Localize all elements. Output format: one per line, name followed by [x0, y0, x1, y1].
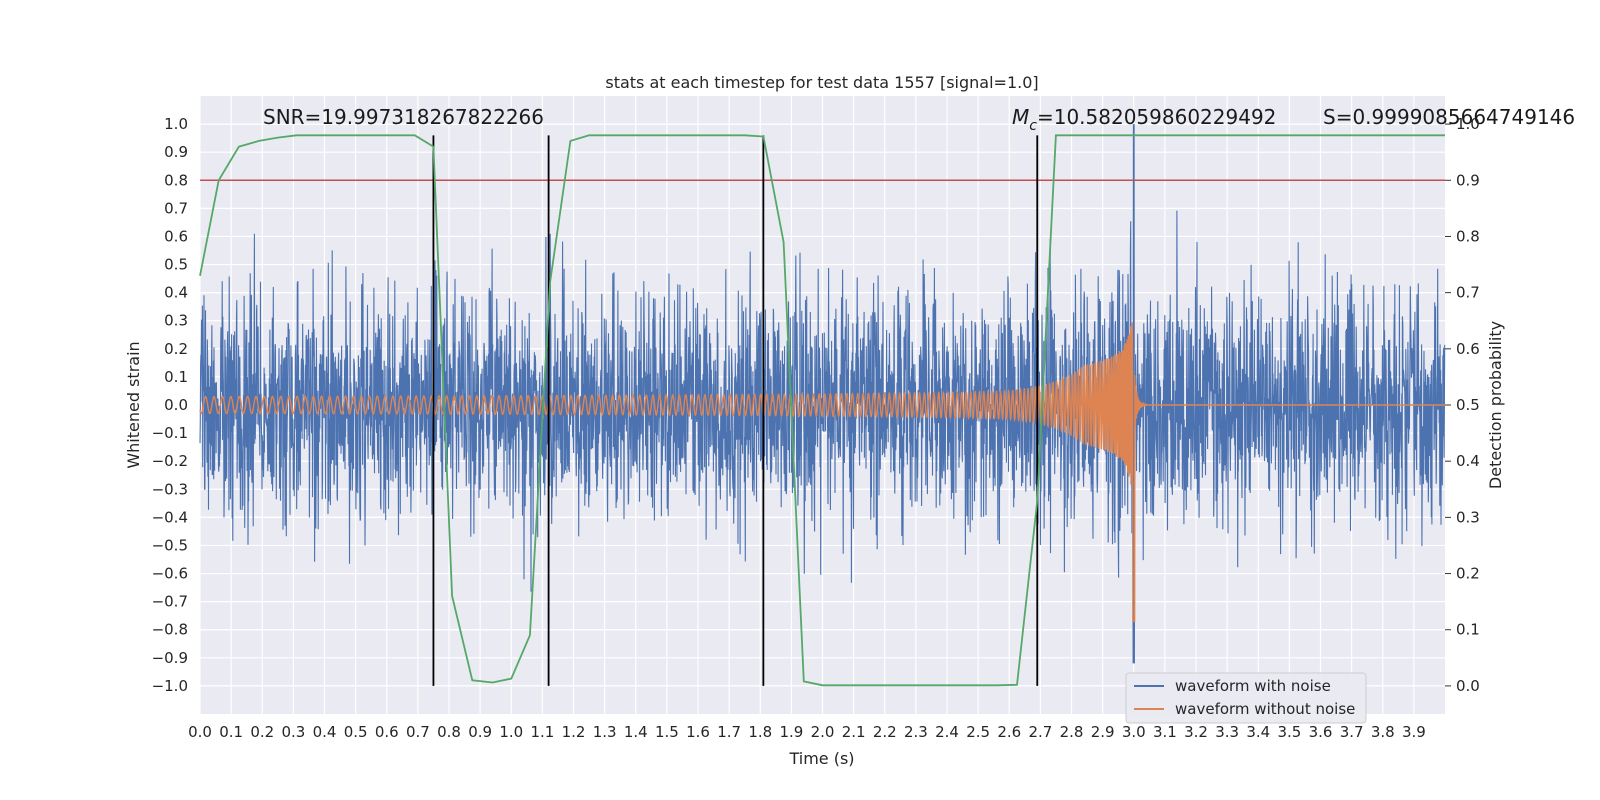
y-tick-label: −0.2: [152, 452, 188, 470]
ticks: 0.0 0.1 0.2 0.3 0.4 0.5 0.6 0.7 0.8 0.9 1.0 1.1 1.2 1…: [152, 115, 1480, 741]
x-tick-label: 2.0: [811, 723, 835, 741]
x-tick-label: 2.3: [904, 723, 928, 741]
x-tick-label: 0.5: [344, 723, 368, 741]
y-tick-label: −0.5: [152, 536, 188, 554]
x-tick-label: 1.0: [499, 723, 523, 741]
chart-title: stats at each timestep for test data 155…: [605, 73, 1038, 92]
x-tick-label: 2.9: [1091, 723, 1115, 741]
y2-tick-label: 0.2: [1456, 565, 1480, 583]
detection-probability-line: [199, 134, 1445, 687]
y2-tick-label: 0.3: [1456, 508, 1480, 526]
y-tick-label: −0.9: [152, 649, 188, 667]
series-waveform-with-noise: [199, 124, 1446, 664]
chirp-mass-annotation: Mc=10.582059860229492: [1012, 105, 1276, 134]
x-tick-label: 1.2: [562, 723, 586, 741]
x-tick-label: 0.0: [188, 723, 212, 741]
y2-tick-label: 0.8: [1456, 227, 1480, 245]
y-tick-label: 1.0: [164, 115, 188, 133]
mc-subscript: c: [1029, 118, 1037, 134]
y2-tick-label: 0.6: [1456, 340, 1480, 358]
y2-tick-label: 0.4: [1456, 452, 1480, 470]
snr-annotation: SNR=19.997318267822266: [263, 105, 544, 129]
y2-tick-label: 0.5: [1456, 396, 1480, 414]
x-tick-label: 0.7: [406, 723, 430, 741]
y-tick-label: −0.6: [152, 565, 188, 583]
x-tick-label: 1.4: [624, 723, 648, 741]
x-tick-label: 1.7: [717, 723, 741, 741]
x-tick-label: 0.2: [250, 723, 274, 741]
y-tick-label: 0.9: [164, 143, 188, 161]
y-tick-label: 0.4: [164, 284, 188, 302]
x-tick-label: 2.4: [935, 723, 959, 741]
y-tick-label: 0.2: [164, 340, 188, 358]
x-tick-label: 1.6: [686, 723, 710, 741]
y2-tick-label: 0.1: [1456, 621, 1480, 639]
y-tick-label: 0.8: [164, 171, 188, 189]
y-tick-label: 0.1: [164, 368, 188, 386]
x-tick-label: 3.7: [1340, 723, 1364, 741]
mc-value: =10.582059860229492: [1037, 105, 1276, 129]
legend-label-noise: waveform with noise: [1175, 677, 1331, 695]
x-tick-label: 1.1: [530, 723, 554, 741]
y-tick-label: −0.1: [152, 424, 188, 442]
y2-axis-label: Detection probability: [1486, 321, 1505, 489]
y-tick-label: −0.4: [152, 508, 188, 526]
series-waveform-without-noise: [199, 322, 1445, 622]
x-tick-label: 1.3: [593, 723, 617, 741]
y-tick-label: 0.6: [164, 227, 188, 245]
x-tick-label: 2.2: [873, 723, 897, 741]
y-tick-label: 0.0: [164, 396, 188, 414]
y-tick-label: 0.5: [164, 256, 188, 274]
x-tick-label: 0.8: [437, 723, 461, 741]
x-tick-label: 3.4: [1246, 723, 1270, 741]
y-tick-label: 0.3: [164, 312, 188, 330]
x-tick-label: 3.1: [1153, 723, 1177, 741]
x-tick-label: 2.5: [966, 723, 990, 741]
y-axis-label: Whitened strain: [124, 341, 143, 468]
x-tick-label: 0.1: [219, 723, 243, 741]
x-tick-label: 2.6: [997, 723, 1021, 741]
noise-waveform-line: [199, 124, 1446, 664]
x-tick-label: 1.8: [748, 723, 772, 741]
overlays: [199, 134, 1445, 687]
y-tick-label: −0.8: [152, 621, 188, 639]
y2-tick-label: 0.0: [1456, 677, 1480, 695]
x-tick-label: 0.9: [468, 723, 492, 741]
clean-waveform-line: [199, 322, 1445, 622]
y2-tick-label: 1.0: [1456, 115, 1480, 133]
x-tick-label: 2.1: [842, 723, 866, 741]
legend: waveform with noise waveform without noi…: [1125, 672, 1367, 724]
x-tick-label: 0.4: [313, 723, 337, 741]
x-tick-label: 0.3: [281, 723, 305, 741]
x-tick-label: 3.9: [1402, 723, 1426, 741]
x-tick-label: 1.9: [779, 723, 803, 741]
y2-tick-label: 0.7: [1456, 284, 1480, 302]
x-tick-label: 3.2: [1184, 723, 1208, 741]
x-tick-label: 3.0: [1122, 723, 1146, 741]
x-tick-label: 3.6: [1309, 723, 1333, 741]
significance-annotation: S=0.9999085664749146: [1323, 105, 1575, 129]
mc-symbol: M: [1012, 105, 1029, 129]
y-tick-label: −0.3: [152, 480, 188, 498]
y-tick-label: −0.7: [152, 593, 188, 611]
x-tick-label: 1.5: [655, 723, 679, 741]
x-tick-label: 2.7: [1028, 723, 1052, 741]
y-tick-label: −1.0: [152, 677, 188, 695]
y2-tick-label: 0.9: [1456, 171, 1480, 189]
y-tick-label: 0.7: [164, 199, 188, 217]
x-axis-label: Time (s): [788, 749, 854, 768]
legend-box: [1125, 672, 1367, 724]
legend-label-clean: waveform without noise: [1175, 700, 1355, 718]
x-tick-label: 2.8: [1060, 723, 1084, 741]
x-tick-label: 3.5: [1277, 723, 1301, 741]
x-tick-label: 3.8: [1371, 723, 1395, 741]
x-tick-label: 0.6: [375, 723, 399, 741]
x-tick-label: 3.3: [1215, 723, 1239, 741]
